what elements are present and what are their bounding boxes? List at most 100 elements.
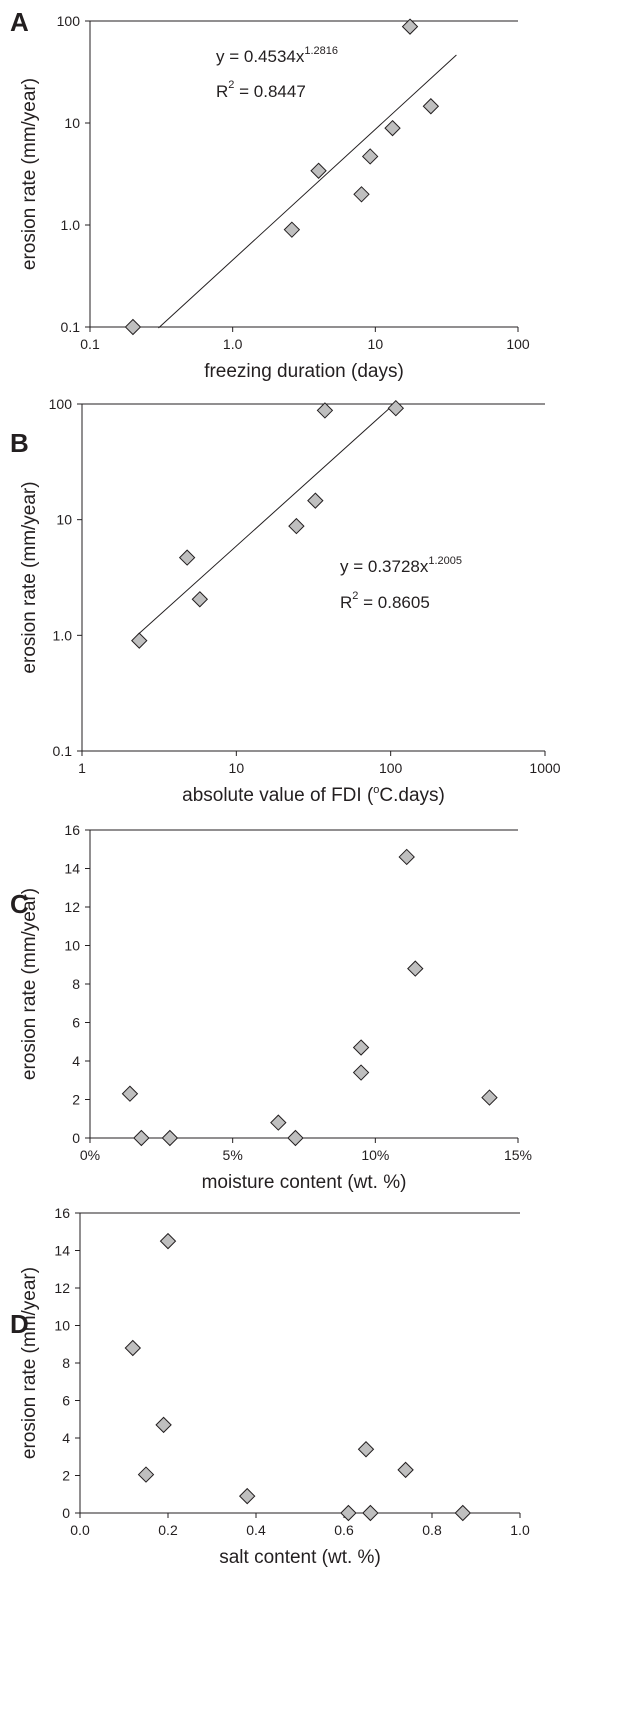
panel-d-y-axis-label: erosion rate (mm/year) <box>19 1267 40 1459</box>
panel-a-data-point <box>422 98 440 115</box>
panel-b-x-tick-label: 100 <box>379 760 403 776</box>
panel-a-y-tick-label: 1.0 <box>61 217 81 233</box>
panel-b-data-point <box>307 492 324 509</box>
panel-b-letter: B <box>10 428 29 458</box>
panel-c-data-point <box>352 1064 370 1081</box>
panel-a-trendline <box>158 54 457 329</box>
panel-a-x-tick-label: 100 <box>506 336 530 352</box>
panel-c-data-point <box>481 1089 498 1106</box>
panel-b-trendline <box>137 402 396 636</box>
panel-b-data-point <box>131 632 148 649</box>
panel-c-y-tick-label: 10 <box>64 938 80 954</box>
panel-d-data-point <box>454 1504 472 1522</box>
panel-c-letter: C <box>10 889 29 919</box>
panel-d-y-tick-label: 2 <box>62 1468 70 1484</box>
panel-d-y-tick-label: 14 <box>54 1243 70 1259</box>
panel-b-fit-equation: y = 0.3728x1.2005 <box>340 555 462 576</box>
panel-b-data-point <box>178 549 196 566</box>
panel-a-y-tick-label: 0.1 <box>61 319 81 335</box>
panel-a-x-tick-label: 0.1 <box>80 336 100 352</box>
panel-d-x-tick-label: 1.0 <box>510 1522 530 1538</box>
panel-c-y-tick-label: 8 <box>72 976 80 992</box>
panel-d-data-point <box>357 1441 375 1458</box>
panel-d-data-point <box>340 1504 357 1522</box>
panel-b-x-tick-label: 1000 <box>529 760 560 776</box>
panel-c-x-tick-label: 5% <box>223 1147 243 1163</box>
panel-a-y-axis-label: erosion rate (mm/year) <box>19 78 40 270</box>
panel-d-data-point <box>124 1339 142 1357</box>
panel-a-x-axis-label: freezing duration (days) <box>204 361 404 382</box>
panel-b-y-axis-label: erosion rate (mm/year) <box>19 481 40 673</box>
panel-c-y-tick-label: 4 <box>72 1053 80 1069</box>
panel-b-y-tick-label: 0.1 <box>53 743 73 759</box>
panel-d-y-tick-label: 0 <box>62 1505 70 1521</box>
panel-a-fit-equation: y = 0.4534x1.2816 <box>216 45 338 66</box>
panel-b-y-tick-label: 1.0 <box>53 627 73 643</box>
panel-c-data-point <box>133 1129 150 1147</box>
panel-c-data-point <box>287 1129 304 1147</box>
panel-d-data-point <box>238 1487 256 1505</box>
panel-d-y-tick-label: 16 <box>54 1205 70 1221</box>
panel-b-y-tick-label: 10 <box>56 512 72 528</box>
panel-a-data-point <box>310 162 327 179</box>
panel-d-y-tick-label: 8 <box>62 1355 70 1371</box>
panel-a-y-tick-label: 10 <box>64 115 80 131</box>
panel-b-r-squared: R2 = 0.8605 <box>340 590 430 612</box>
panel-a-data-point <box>124 318 142 336</box>
panel-a-data-point <box>361 148 379 165</box>
panel-b-data-point <box>288 517 305 535</box>
panel-a-data-point <box>283 221 301 238</box>
panel-c-y-tick-label: 6 <box>72 1015 80 1031</box>
panel-a-data-point <box>384 119 401 137</box>
panel-c-x-tick-label: 15% <box>504 1147 532 1163</box>
panel-d-x-tick-label: 0.2 <box>158 1522 178 1538</box>
panel-c-data-point <box>161 1129 179 1147</box>
panel-a-x-tick-label: 1.0 <box>223 336 243 352</box>
panel-c-data-point <box>121 1085 139 1102</box>
panel-a-data-point <box>353 186 370 203</box>
panel-a-r-squared: R2 = 0.8447 <box>216 79 306 101</box>
panel-b-x-tick-label: 10 <box>229 760 245 776</box>
panel-d-y-tick-label: 6 <box>62 1393 70 1409</box>
panel-d-y-tick-label: 10 <box>54 1318 70 1334</box>
panel-d-scatter-chart: D 0.0 0.2 0.4 0.6 0.8 1.0 0 2 4 6 8 10 12 14 16 salt co… <box>10 1205 530 1568</box>
panel-d-data-point <box>159 1232 177 1250</box>
panel-c-data-point <box>352 1039 370 1056</box>
panel-b-x-tick-label: 1 <box>78 760 86 776</box>
panel-d-letter: D <box>10 1309 29 1339</box>
panel-d-data-point <box>397 1461 414 1479</box>
panel-a-letter: A <box>10 7 29 37</box>
panel-d-data-point <box>137 1466 155 1483</box>
panel-d-x-tick-label: 0.8 <box>422 1522 442 1538</box>
panel-c-y-axis-label: erosion rate (mm/year) <box>19 888 40 1080</box>
panel-c-x-axis-label: moisture content (wt. %) <box>202 1172 407 1193</box>
panel-a-scatter-chart: A 0.1 1.0 10 100 0.1 1.0 10 100 freezing duratio… <box>10 7 530 382</box>
panel-c-y-tick-label: 14 <box>64 861 80 877</box>
panel-c-y-tick-label: 2 <box>72 1092 80 1108</box>
panel-a-data-point <box>401 18 419 35</box>
panel-c-data-point <box>407 960 424 977</box>
panel-d-x-tick-label: 0.6 <box>334 1522 354 1538</box>
panel-c-data-point <box>270 1114 287 1131</box>
panel-b-scatter-chart: B 1 10 100 1000 0.1 1.0 10 100 absolute value of… <box>10 396 561 806</box>
panel-b-data-point <box>387 399 405 417</box>
panel-b-data-point <box>316 402 334 419</box>
panel-a-x-tick-label: 10 <box>368 336 384 352</box>
panel-d-x-tick-label: 0.0 <box>70 1522 90 1538</box>
panel-c-x-tick-label: 0% <box>80 1147 100 1163</box>
panel-c-y-tick-label: 16 <box>64 822 80 838</box>
panel-d-data-point <box>155 1416 172 1434</box>
panel-d-x-axis-label: salt content (wt. %) <box>219 1547 381 1568</box>
panel-c-data-point <box>398 848 415 866</box>
panel-d-data-point <box>362 1504 379 1522</box>
panel-c-y-tick-label: 12 <box>64 899 80 915</box>
panel-a-y-tick-label: 100 <box>57 13 81 29</box>
panel-d-y-tick-label: 12 <box>54 1280 70 1296</box>
panel-c-y-tick-label: 0 <box>72 1130 80 1146</box>
panel-b-data-point <box>191 591 209 608</box>
panel-d-y-tick-label: 4 <box>62 1430 70 1446</box>
panel-c-scatter-chart: C 0% 5% 10% 15% 0 2 4 6 8 10 12 14 16 moisture conten… <box>10 822 532 1193</box>
panel-b-x-axis-label: absolute value of FDI (oC.days) <box>182 784 445 806</box>
panel-c-x-tick-label: 10% <box>361 1147 389 1163</box>
